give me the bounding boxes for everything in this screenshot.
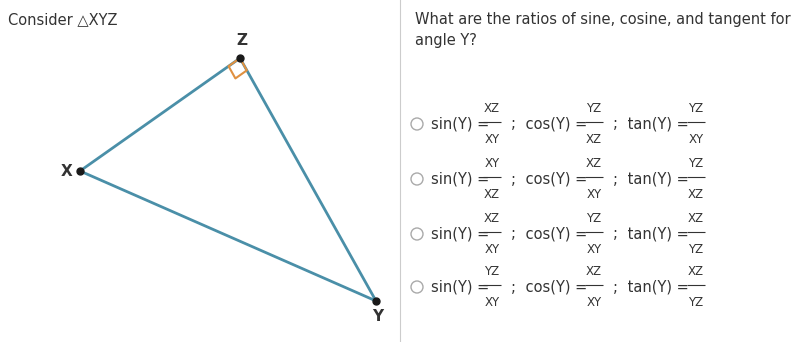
Text: XZ: XZ [484,188,500,201]
Text: XZ: XZ [586,265,602,278]
Text: YZ: YZ [485,265,499,278]
Text: Consider △XYZ: Consider △XYZ [8,12,118,27]
Text: ;: ; [511,279,516,294]
Text: XZ: XZ [586,133,602,146]
Text: sin(Y) =: sin(Y) = [431,171,494,186]
Text: YZ: YZ [689,102,703,115]
Text: sin(Y) =: sin(Y) = [431,117,494,132]
Text: ;: ; [613,226,618,241]
Text: XY: XY [689,133,703,146]
Text: cos(Y) =: cos(Y) = [521,226,592,241]
Text: XZ: XZ [484,212,500,225]
Text: ;: ; [511,171,516,186]
Text: X: X [60,163,72,179]
Text: XY: XY [586,188,602,201]
Text: XZ: XZ [688,212,704,225]
Text: XY: XY [586,296,602,309]
Text: tan(Y) =: tan(Y) = [623,226,694,241]
Text: sin(Y) =: sin(Y) = [431,279,494,294]
Text: ;: ; [613,171,618,186]
Text: cos(Y) =: cos(Y) = [521,117,592,132]
Text: tan(Y) =: tan(Y) = [623,171,694,186]
Text: XY: XY [485,133,499,146]
Text: XZ: XZ [688,265,704,278]
Text: YZ: YZ [689,243,703,256]
Text: Z: Z [237,33,247,48]
Text: cos(Y) =: cos(Y) = [521,171,592,186]
Text: tan(Y) =: tan(Y) = [623,279,694,294]
Text: What are the ratios of sine, cosine, and tangent for
angle Y?: What are the ratios of sine, cosine, and… [415,12,790,48]
Text: cos(Y) =: cos(Y) = [521,279,592,294]
Text: tan(Y) =: tan(Y) = [623,117,694,132]
Text: ;: ; [511,226,516,241]
Text: XZ: XZ [586,157,602,170]
Text: Y: Y [373,309,383,324]
Text: YZ: YZ [586,212,602,225]
Text: XZ: XZ [688,188,704,201]
Text: sin(Y) =: sin(Y) = [431,226,494,241]
Text: YZ: YZ [586,102,602,115]
Text: XY: XY [485,157,499,170]
Text: ;: ; [613,117,618,132]
Text: XZ: XZ [484,102,500,115]
Text: XY: XY [485,243,499,256]
Text: YZ: YZ [689,157,703,170]
Text: XY: XY [485,296,499,309]
Text: YZ: YZ [689,296,703,309]
Text: ;: ; [511,117,516,132]
Text: XY: XY [586,243,602,256]
Text: ;: ; [613,279,618,294]
